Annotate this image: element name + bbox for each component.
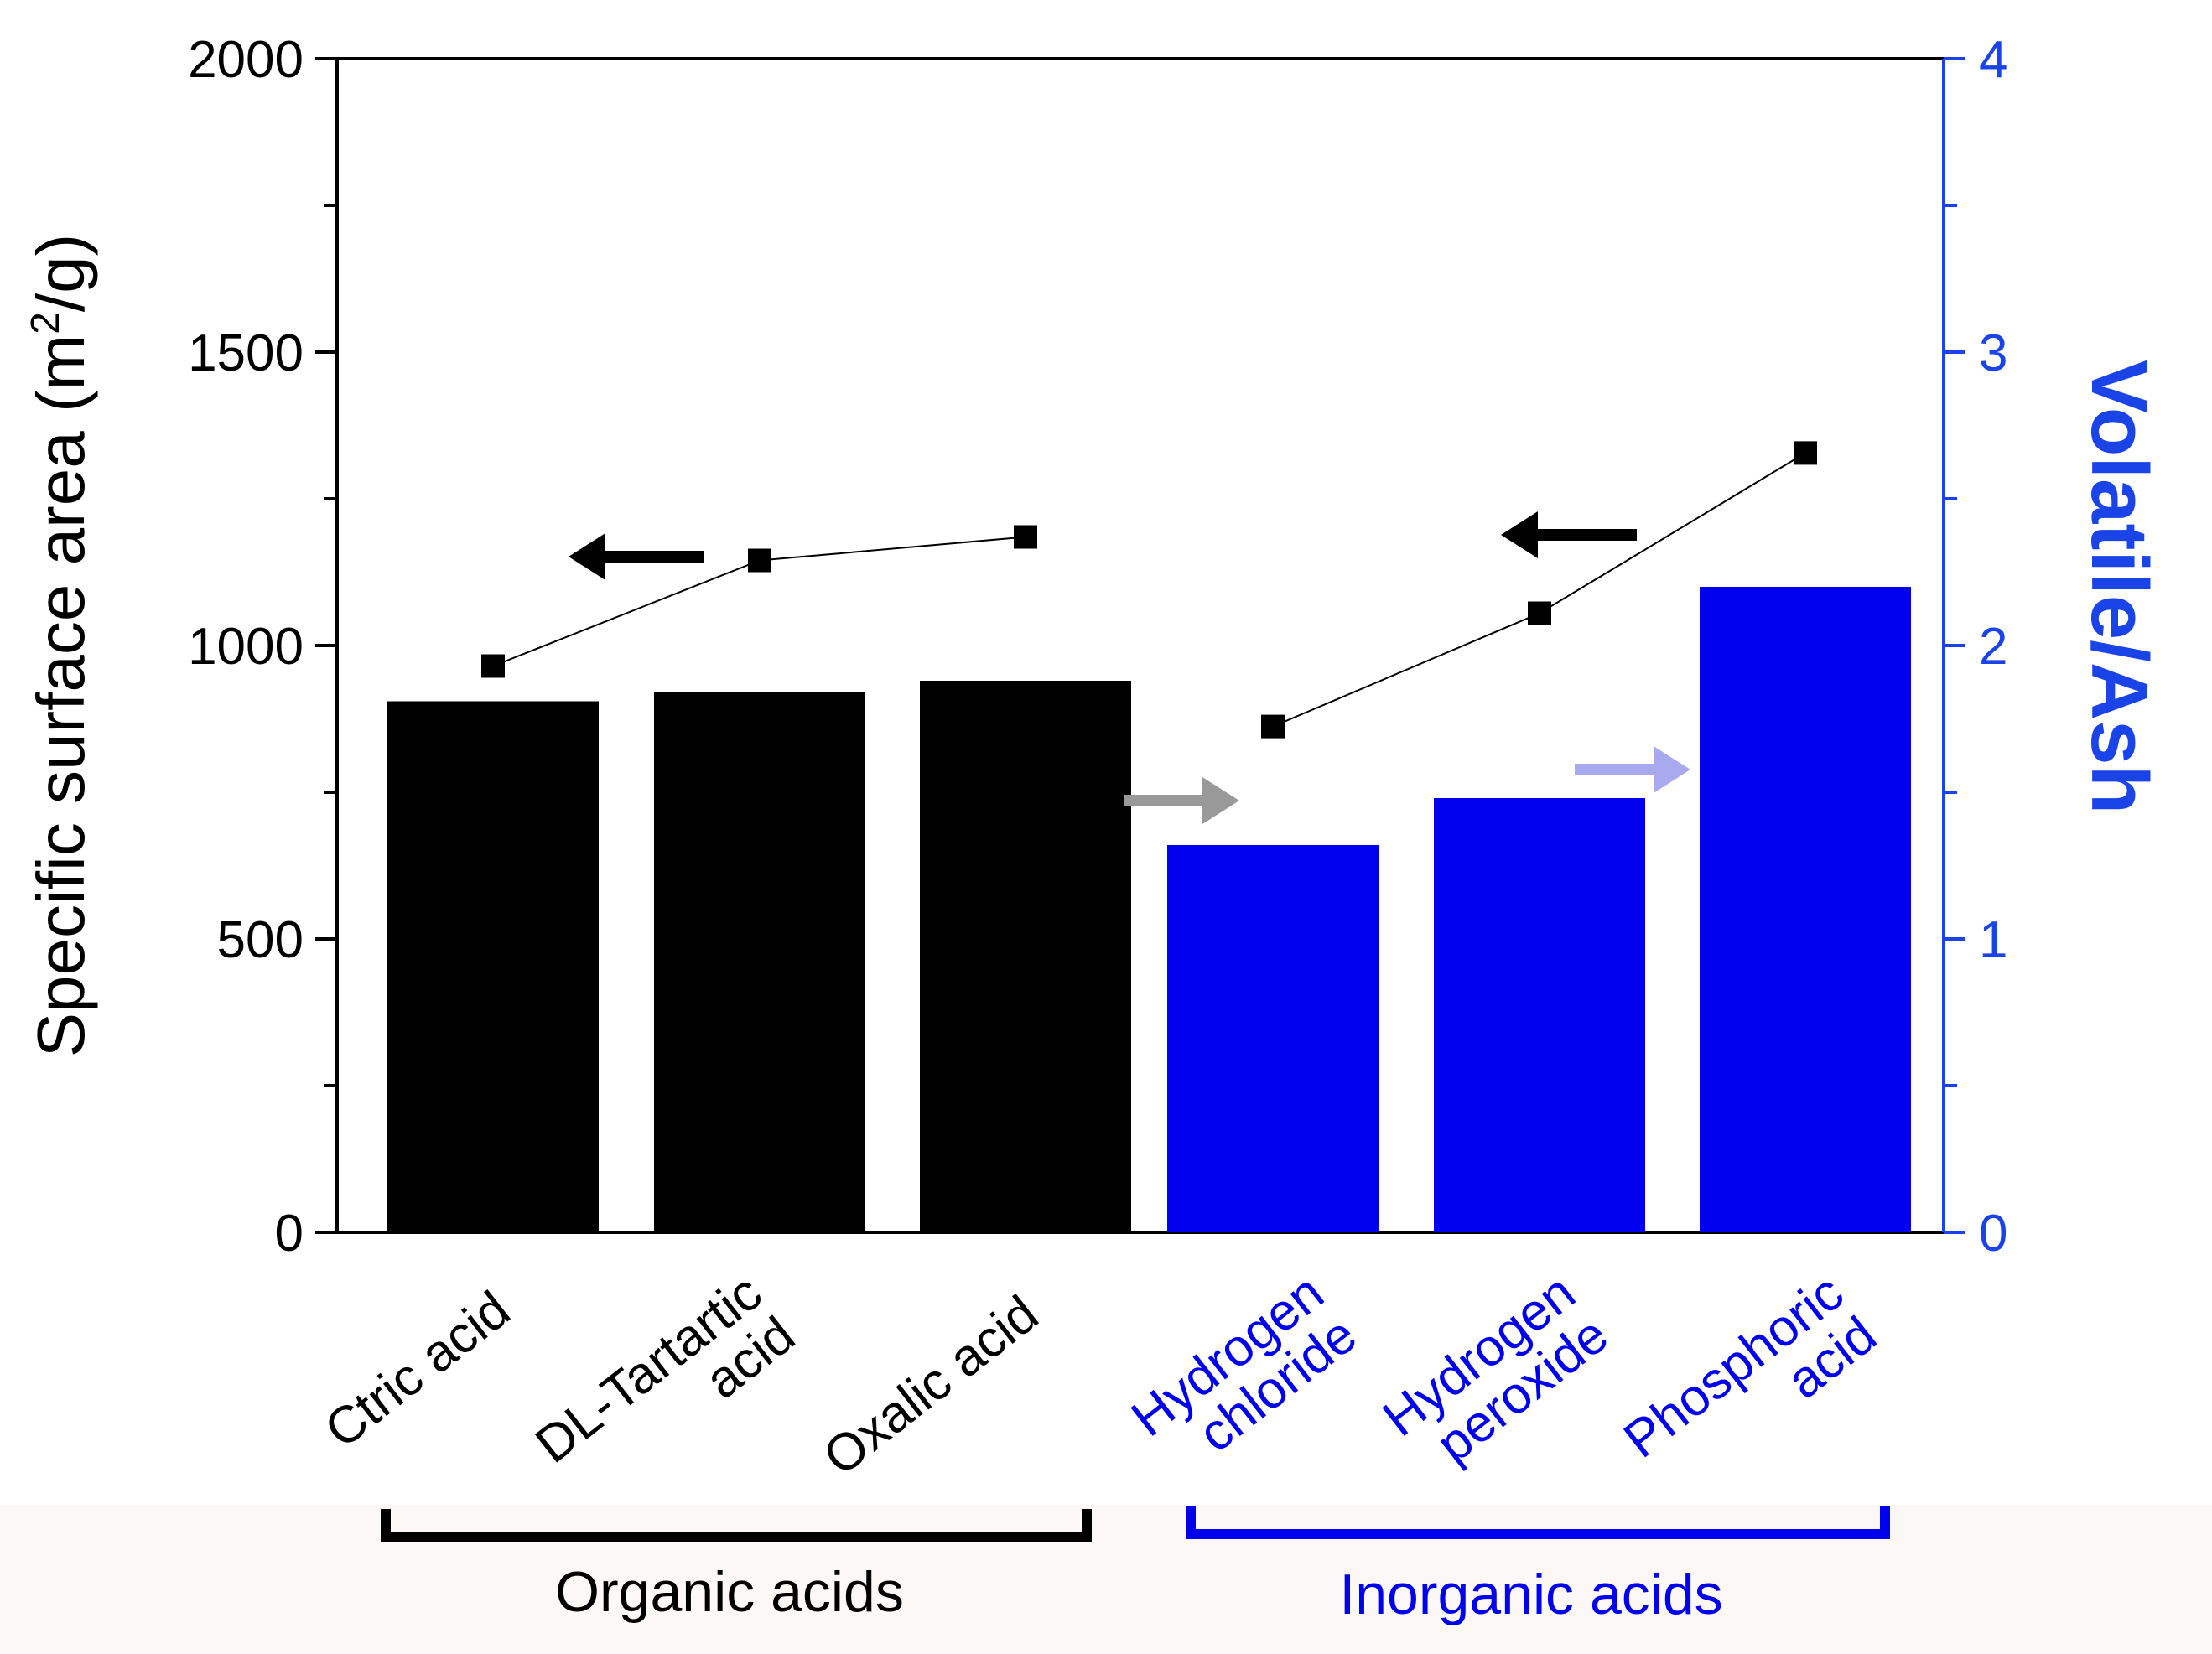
marker-3 [1014, 525, 1037, 549]
bar-1 [387, 701, 599, 1232]
surface-area-series [481, 441, 1817, 739]
marker-5 [1528, 601, 1551, 625]
left-axis-ticks: 0 500 1000 1500 2000 [188, 31, 337, 1263]
category-label-line: Ctric acid [314, 1280, 521, 1459]
left-axis-title-end: /g) [23, 234, 98, 312]
left-tick-label: 0 [275, 1205, 304, 1263]
arrow-right-gray [1124, 777, 1239, 824]
marker-4 [1261, 714, 1285, 739]
arrow-organic-left [569, 533, 704, 580]
inorganic-group-label: Inorganic acids [1339, 1563, 1722, 1626]
arrow-right-lavender [1575, 746, 1690, 793]
bar-2 [654, 692, 865, 1232]
category-label-line: Oxalic acid [813, 1284, 1049, 1486]
bar-6 [1700, 587, 1911, 1232]
right-axis-title: Volatile/Ash [2074, 360, 2164, 814]
right-tick-label: 4 [1979, 31, 2007, 89]
bar-4 [1167, 845, 1379, 1232]
organic-bracket: Organic acids [381, 1509, 1092, 1624]
bar-3 [920, 681, 1131, 1232]
left-axis-title: Specific surface area (m2/g) [23, 234, 98, 1058]
bars [387, 587, 1911, 1232]
right-tick-label: 2 [1979, 618, 2007, 676]
left-axis-title-sup: 2 [23, 312, 68, 334]
right-tick-label: 1 [1979, 911, 2007, 969]
marker-2 [748, 548, 771, 573]
left-tick-label: 2000 [188, 31, 304, 89]
organic-group-label: Organic acids [555, 1560, 904, 1624]
arrow-inorganic-left [1501, 511, 1637, 558]
marker-6 [1794, 441, 1817, 465]
right-tick-label: 3 [1979, 324, 2007, 382]
right-axis-ticks: 0 1 2 3 4 [1944, 31, 2007, 1263]
bar-5 [1434, 798, 1645, 1232]
left-axis-title-main: Specific surface area (m [23, 334, 98, 1058]
left-tick-label: 500 [217, 911, 304, 969]
inorganic-bracket: Inorganic acids [1186, 1506, 1890, 1626]
right-tick-label: 0 [1979, 1205, 2007, 1263]
category-label-1: Ctric acid [314, 1280, 521, 1459]
marker-1 [481, 654, 505, 678]
left-tick-label: 1500 [188, 324, 304, 382]
category-label-3: Oxalic acid [813, 1284, 1049, 1486]
left-tick-label: 1000 [188, 618, 304, 676]
